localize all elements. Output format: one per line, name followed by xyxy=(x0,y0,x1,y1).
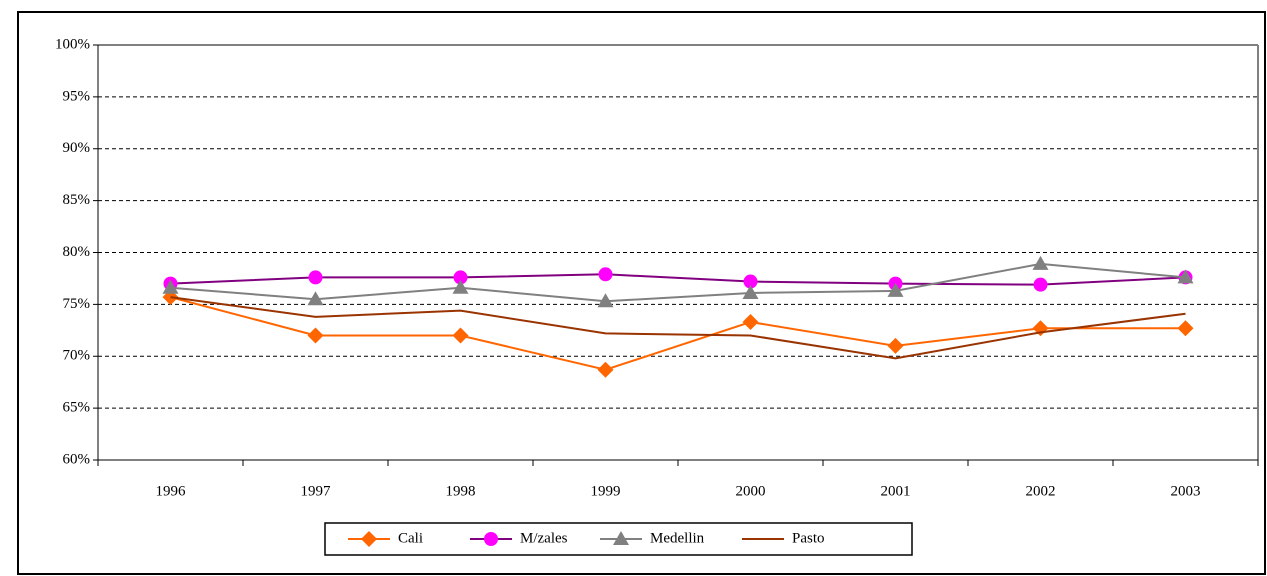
y-tick-label: 70% xyxy=(63,348,91,364)
data-point xyxy=(1032,255,1049,270)
y-tick-label: 80% xyxy=(63,244,91,260)
data-point xyxy=(452,327,469,344)
data-point xyxy=(452,279,469,294)
data-point xyxy=(743,274,758,289)
data-point xyxy=(887,337,904,354)
data-point xyxy=(1177,269,1194,284)
x-tick-label: 1997 xyxy=(301,483,332,499)
y-tick-label: 75% xyxy=(63,296,91,312)
data-point xyxy=(597,293,614,308)
data-point xyxy=(1177,320,1194,337)
x-tick-label: 2002 xyxy=(1026,483,1056,499)
data-point xyxy=(162,279,179,294)
series-line xyxy=(170,296,1186,360)
x-tick-label: 1999 xyxy=(591,483,621,499)
x-tick-label: 2003 xyxy=(1171,483,1201,499)
data-point xyxy=(887,282,904,297)
x-tick-label: 1998 xyxy=(446,483,476,499)
data-point xyxy=(597,361,614,378)
chart-frame xyxy=(17,11,1266,575)
legend-label: M/zales xyxy=(520,530,568,546)
series-line xyxy=(170,262,1186,303)
data-point xyxy=(598,267,613,282)
legend-marker xyxy=(361,531,377,547)
y-tick-label: 85% xyxy=(63,192,91,208)
legend-label: Medellin xyxy=(650,530,705,546)
data-point xyxy=(308,270,323,285)
data-point xyxy=(742,314,759,331)
legend-marker xyxy=(484,532,498,546)
x-tick-label: 2001 xyxy=(881,483,911,499)
data-point xyxy=(307,327,324,344)
y-tick-label: 90% xyxy=(63,140,91,156)
series-line xyxy=(170,273,1186,286)
y-tick-label: 95% xyxy=(63,88,91,104)
data-point xyxy=(1033,277,1048,292)
series-line xyxy=(170,296,1186,371)
x-tick-label: 2000 xyxy=(736,483,766,499)
y-tick-label: 65% xyxy=(63,400,91,416)
data-point xyxy=(453,270,468,285)
data-point xyxy=(307,291,324,306)
legend-label: Pasto xyxy=(792,530,825,546)
y-tick-label: 100% xyxy=(55,36,90,52)
legend-marker xyxy=(613,531,629,545)
y-tick-label: 60% xyxy=(63,451,91,467)
data-point xyxy=(742,284,759,299)
x-tick-label: 1996 xyxy=(156,483,187,499)
legend-label: Cali xyxy=(398,530,423,546)
